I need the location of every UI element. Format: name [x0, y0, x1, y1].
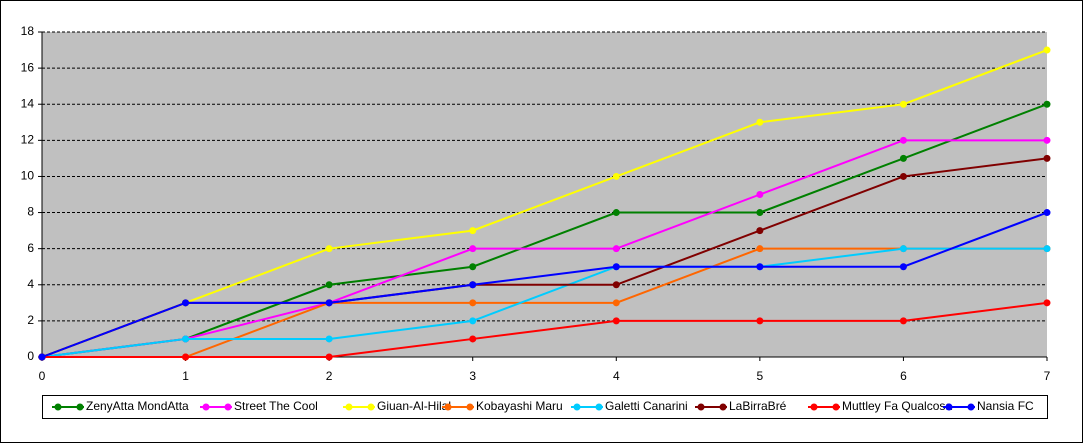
- data-point: [1043, 299, 1051, 307]
- data-point: [325, 299, 333, 307]
- data-point: [38, 353, 46, 361]
- x-tick-label: 2: [326, 369, 333, 383]
- data-point: [756, 118, 764, 126]
- legend-label: Muttley Fa Qualcosa: [842, 399, 952, 413]
- data-point: [756, 245, 764, 253]
- x-tick-label: 5: [757, 369, 764, 383]
- data-point: [182, 335, 190, 343]
- data-point: [899, 172, 907, 180]
- series-line: [41, 103, 1048, 358]
- data-point: [325, 245, 333, 253]
- y-tick-label: 6: [27, 241, 34, 255]
- legend-label: Galetti Canarini: [605, 399, 688, 413]
- legend-marker: [76, 403, 84, 411]
- legend-label: Nansia FC: [977, 399, 1034, 413]
- data-point: [469, 335, 477, 343]
- data-point: [325, 335, 333, 343]
- data-point: [469, 299, 477, 307]
- data-point: [612, 317, 620, 325]
- legend-marker: [945, 403, 953, 411]
- y-tick-label: 12: [21, 133, 35, 147]
- series-line: [41, 49, 1048, 358]
- plot-area: [42, 32, 1047, 357]
- data-point: [899, 136, 907, 144]
- legend-box: [42, 395, 1048, 419]
- legend-marker: [573, 403, 581, 411]
- data-point: [756, 263, 764, 271]
- legend-marker: [202, 403, 210, 411]
- data-point: [182, 299, 190, 307]
- x-tick-label: 1: [182, 369, 189, 383]
- data-point: [1043, 245, 1051, 253]
- legend-marker: [466, 403, 474, 411]
- legend-marker: [54, 403, 62, 411]
- data-point: [469, 317, 477, 325]
- data-point: [756, 209, 764, 217]
- legend-label: Kobayashi Maru: [476, 399, 563, 413]
- data-point: [1043, 209, 1051, 217]
- data-point: [612, 299, 620, 307]
- legend-marker: [345, 403, 353, 411]
- x-tick-label: 4: [613, 369, 620, 383]
- data-point: [1043, 46, 1051, 54]
- y-tick-label: 2: [27, 313, 34, 327]
- y-tick-label: 10: [21, 169, 35, 183]
- y-tick-label: 8: [27, 205, 34, 219]
- data-point: [899, 154, 907, 162]
- x-tick-label: 6: [900, 369, 907, 383]
- y-tick-label: 0: [27, 349, 34, 363]
- data-point: [325, 281, 333, 289]
- series-line: [42, 301, 1048, 358]
- data-point: [469, 281, 477, 289]
- x-tick-label: 0: [39, 369, 46, 383]
- legend-marker: [810, 403, 818, 411]
- y-tick-label: 4: [27, 277, 34, 291]
- data-point: [182, 353, 190, 361]
- legend-marker: [595, 403, 603, 411]
- legend-marker: [367, 403, 375, 411]
- data-point: [756, 227, 764, 235]
- legend-marker: [967, 403, 975, 411]
- legend-label: ZenyAtta MondAtta: [86, 399, 189, 413]
- data-point: [469, 245, 477, 253]
- series-line: [41, 211, 1048, 358]
- data-point: [1043, 154, 1051, 162]
- data-point: [612, 172, 620, 180]
- series-line: [42, 247, 1047, 358]
- data-point: [469, 227, 477, 235]
- legend-marker: [832, 403, 840, 411]
- legend-marker: [719, 403, 727, 411]
- data-point: [899, 317, 907, 325]
- y-tick-label: 18: [21, 24, 35, 38]
- data-point: [899, 263, 907, 271]
- data-point: [469, 263, 477, 271]
- series-line: [41, 247, 1047, 358]
- legend-label: LaBirraBré: [729, 399, 787, 413]
- legend-marker: [444, 403, 452, 411]
- data-point: [612, 281, 620, 289]
- series-line: [41, 139, 1047, 358]
- y-tick-label: 14: [21, 96, 35, 110]
- data-point: [756, 191, 764, 198]
- data-point: [1043, 100, 1051, 108]
- x-tick-label: 7: [1044, 369, 1051, 383]
- data-point: [612, 245, 620, 253]
- data-point: [612, 263, 620, 271]
- legend-marker: [697, 403, 705, 411]
- data-point: [325, 353, 333, 361]
- data-point: [899, 100, 907, 108]
- data-point: [899, 245, 907, 253]
- data-point: [612, 209, 620, 217]
- legend-label: Giuan-Al-Hilal: [377, 399, 451, 413]
- data-point: [1043, 136, 1051, 144]
- legend-marker: [224, 403, 232, 411]
- x-tick-label: 3: [469, 369, 476, 383]
- y-tick-label: 16: [21, 60, 35, 74]
- data-point: [756, 317, 764, 325]
- legend-label: Street The Cool: [234, 399, 318, 413]
